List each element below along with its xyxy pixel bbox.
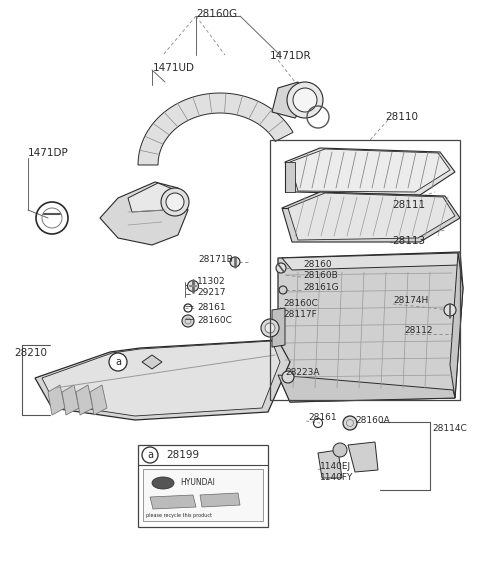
- Circle shape: [282, 371, 294, 383]
- Bar: [138, 445, 268, 527]
- Circle shape: [182, 315, 194, 327]
- Polygon shape: [128, 183, 175, 212]
- Ellipse shape: [152, 477, 174, 489]
- Circle shape: [261, 319, 279, 337]
- Circle shape: [230, 257, 240, 267]
- Circle shape: [142, 447, 158, 463]
- Circle shape: [343, 416, 357, 430]
- Text: 11302: 11302: [197, 277, 226, 286]
- Polygon shape: [282, 253, 460, 270]
- Text: 28114C: 28114C: [432, 424, 467, 433]
- Polygon shape: [290, 149, 450, 192]
- Polygon shape: [278, 375, 455, 402]
- Text: 28160: 28160: [303, 260, 332, 269]
- Bar: [270, 140, 460, 400]
- Text: 28161G: 28161G: [303, 283, 338, 292]
- Text: 28111: 28111: [392, 200, 425, 210]
- Text: 28160C: 28160C: [283, 298, 318, 307]
- Polygon shape: [282, 192, 460, 242]
- Polygon shape: [42, 341, 280, 416]
- Text: 1471DR: 1471DR: [270, 51, 312, 61]
- Polygon shape: [35, 340, 290, 420]
- Circle shape: [287, 82, 323, 118]
- Text: 28161: 28161: [197, 302, 226, 311]
- Text: 28160G: 28160G: [196, 9, 237, 19]
- Polygon shape: [142, 355, 162, 369]
- Circle shape: [109, 353, 127, 371]
- Text: 28112: 28112: [404, 325, 432, 334]
- Text: 28160A: 28160A: [355, 416, 390, 425]
- Text: 28210: 28210: [14, 348, 47, 358]
- Text: 28113: 28113: [392, 236, 425, 246]
- Text: a: a: [115, 357, 121, 367]
- Text: 28223A: 28223A: [285, 367, 320, 376]
- Circle shape: [188, 280, 199, 292]
- Polygon shape: [278, 252, 463, 402]
- Bar: [143, 469, 263, 521]
- Polygon shape: [285, 162, 295, 192]
- Text: 28171B: 28171B: [198, 255, 233, 264]
- Circle shape: [444, 304, 456, 316]
- Polygon shape: [272, 82, 308, 118]
- Text: 1471DP: 1471DP: [28, 148, 69, 158]
- Circle shape: [161, 188, 189, 216]
- Polygon shape: [48, 385, 65, 415]
- Circle shape: [333, 443, 347, 457]
- Circle shape: [166, 193, 184, 211]
- Circle shape: [265, 323, 275, 333]
- Text: 29217: 29217: [197, 287, 226, 297]
- Polygon shape: [100, 182, 188, 245]
- Text: 28199: 28199: [166, 450, 199, 460]
- Polygon shape: [76, 385, 93, 415]
- Text: 28117F: 28117F: [283, 310, 317, 319]
- Text: —: —: [185, 302, 194, 311]
- Polygon shape: [138, 93, 293, 165]
- Polygon shape: [150, 495, 196, 509]
- Text: —: —: [185, 315, 194, 324]
- Text: 28160C: 28160C: [197, 315, 232, 324]
- Text: 28110: 28110: [385, 112, 418, 122]
- Text: 28161: 28161: [308, 412, 336, 421]
- Circle shape: [276, 263, 286, 273]
- Polygon shape: [318, 450, 342, 478]
- Polygon shape: [62, 385, 79, 415]
- Polygon shape: [450, 253, 463, 398]
- Text: HYUNDAI: HYUNDAI: [180, 477, 215, 486]
- Text: 1140FY: 1140FY: [320, 472, 353, 481]
- Text: a: a: [147, 450, 153, 460]
- Polygon shape: [272, 308, 285, 347]
- Polygon shape: [288, 193, 455, 240]
- Text: 28174H: 28174H: [393, 296, 428, 305]
- Text: 1471UD: 1471UD: [153, 63, 195, 73]
- Text: 28160B: 28160B: [303, 270, 338, 279]
- Text: please recycle this product: please recycle this product: [146, 513, 212, 517]
- Polygon shape: [285, 148, 455, 195]
- Circle shape: [293, 88, 317, 112]
- Text: 1140EJ: 1140EJ: [320, 462, 351, 471]
- Polygon shape: [200, 493, 240, 507]
- Polygon shape: [348, 442, 378, 472]
- Polygon shape: [90, 385, 107, 415]
